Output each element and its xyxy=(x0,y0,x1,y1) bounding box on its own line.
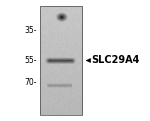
Text: 55-: 55- xyxy=(24,56,37,65)
Bar xyxy=(40,6,82,115)
Text: 35-: 35- xyxy=(24,26,37,35)
Text: SLC29A4: SLC29A4 xyxy=(91,56,139,65)
Text: 70-: 70- xyxy=(24,78,37,87)
